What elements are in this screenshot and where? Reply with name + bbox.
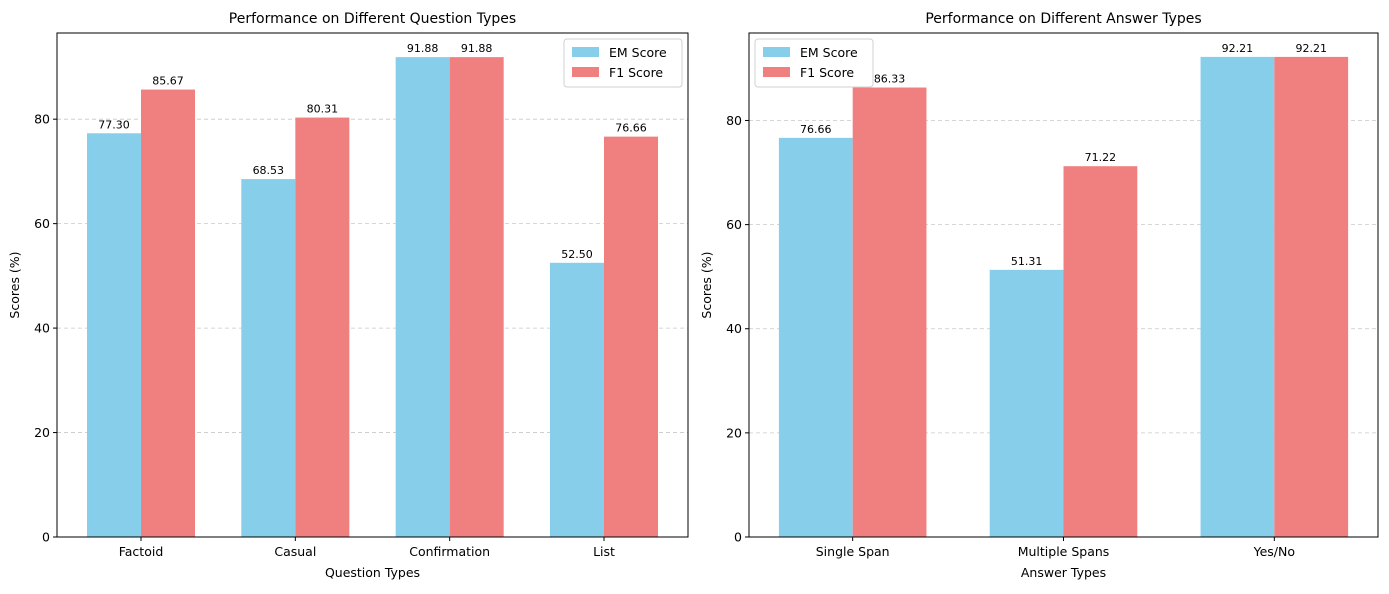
bar-value-label: 91.88 [407, 42, 439, 55]
bar-f1 [449, 57, 504, 537]
y-tick-label: 0 [42, 530, 50, 545]
x-tick-label: Yes/No [1253, 544, 1295, 559]
bar-f1 [1274, 56, 1349, 537]
plot-frame [56, 32, 689, 538]
chart-panel-1: 77.30 68.53 91.88 52.50 85.67 80.31 91.88 76.66… [7, 11, 689, 580]
y-axis-label: Scores (%) [7, 251, 22, 318]
bar-value-label: 86.33 [874, 73, 906, 86]
legend-label: F1 Score [609, 65, 663, 80]
bar-em [989, 269, 1064, 537]
bar-value-label: 80.31 [307, 103, 339, 116]
y-tick-label: 20 [726, 425, 742, 440]
bar-value-label: 92.21 [1222, 42, 1254, 55]
legend-swatch-em [763, 47, 790, 57]
bar-value-label: 52.50 [561, 248, 593, 261]
bar-em [549, 262, 605, 537]
legend: EM Score F1 Score [563, 38, 683, 88]
bar-em [241, 179, 296, 537]
bar-f1 [140, 89, 196, 538]
y-axis-label: Scores (%) [699, 251, 714, 318]
x-tick-label: Multiple Spans [1018, 544, 1110, 559]
bar-value-label: 51.31 [1011, 255, 1043, 268]
bar-em [778, 137, 853, 538]
x-tick-label: Casual [274, 544, 316, 559]
bar-f1 [604, 136, 659, 538]
y-tick-label: 0 [734, 530, 742, 545]
bar-value-label: 91.88 [461, 42, 493, 55]
chart-title: Performance on Different Answer Types [925, 11, 1201, 27]
bar-f1 [295, 117, 350, 537]
x-tick-label: Single Span [816, 544, 890, 559]
y-tick-label: 80 [34, 112, 50, 127]
bar-value-label: 77.30 [98, 118, 130, 131]
x-tick-label: Confirmation [409, 544, 490, 559]
chart-title: Performance on Different Question Types [229, 11, 516, 27]
bar-value-label: 85.67 [152, 75, 184, 88]
bar-value-label: 76.66 [800, 123, 832, 136]
y-tick-label: 80 [726, 113, 742, 128]
y-tick-label: 40 [34, 321, 50, 336]
y-tick-label: 60 [34, 216, 50, 231]
y-tick-label: 20 [34, 425, 50, 440]
bar-em [86, 133, 141, 538]
legend-label: EM Score [609, 45, 667, 60]
bar-em [1200, 56, 1275, 537]
y-tick-label: 40 [726, 321, 742, 336]
legend-swatch-f1 [763, 67, 790, 77]
bar-value-label: 71.22 [1085, 151, 1117, 164]
x-axis-label: Answer Types [1021, 565, 1106, 580]
legend-swatch-f1 [572, 67, 599, 77]
y-tick-label: 60 [726, 217, 742, 232]
bar-value-label: 92.21 [1295, 42, 1327, 55]
x-tick-label: Factoid [119, 544, 164, 559]
bar-value-label: 68.53 [253, 164, 285, 177]
legend-swatch-em [572, 47, 599, 57]
bar-em [395, 57, 450, 537]
x-tick-label: List [593, 544, 615, 559]
bar-value-label: 76.66 [615, 122, 647, 135]
bar-f1 [1063, 166, 1138, 537]
bar-f1 [852, 87, 927, 538]
x-axis-label: Question Types [325, 565, 420, 580]
legend-label: F1 Score [800, 65, 854, 80]
legend: EM Score F1 Score [754, 38, 874, 88]
legend-label: EM Score [800, 45, 858, 60]
chart-panel-2: 76.66 51.31 92.21 86.33 71.22 92.21 0 20 40 60 80 S… [699, 11, 1379, 580]
